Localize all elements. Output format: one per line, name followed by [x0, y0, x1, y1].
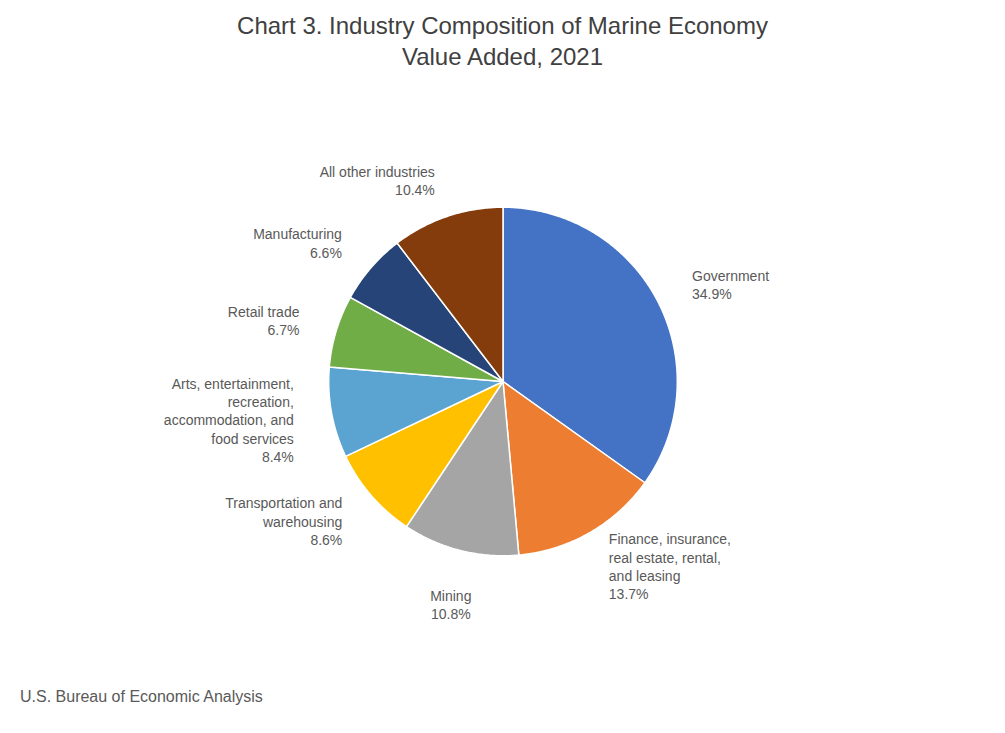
svg-text:Finance, insurance,real estate: Finance, insurance,real estate, rental,a… — [609, 532, 731, 603]
svg-text:Mining10.8%: Mining10.8% — [430, 588, 471, 622]
svg-text:Manufacturing6.6%: Manufacturing6.6% — [253, 227, 342, 261]
svg-text:Arts, entertainment,recreation: Arts, entertainment,recreation,accommoda… — [164, 376, 294, 465]
html-text:Chart 3. Industry Composition: Chart 3. Industry Composition of Marine … — [237, 12, 768, 71]
svg-text:Retail trade6.7%: Retail trade6.7% — [228, 304, 300, 338]
svg-text:Government34.9%: Government34.9% — [692, 268, 769, 302]
html-text:U.S. Bureau of Economic Analys: U.S. Bureau of Economic Analysis — [20, 688, 263, 706]
svg-text:All other industries10.4%: All other industries10.4% — [320, 164, 435, 198]
svg-text:Transportation andwarehousing8: Transportation andwarehousing8.6% — [225, 496, 342, 548]
